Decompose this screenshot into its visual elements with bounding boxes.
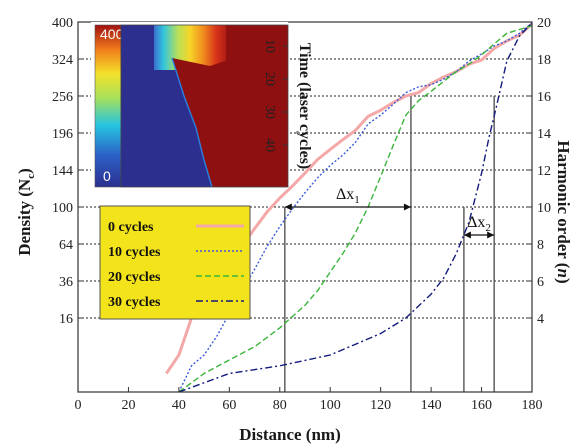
- y-tick-label: 256: [52, 90, 73, 105]
- x-tick-label: 40: [172, 398, 186, 413]
- x-tick-label: 120: [370, 398, 391, 413]
- inset-colorbar: [94, 24, 122, 188]
- x-axis-title: Distance (nm): [239, 425, 341, 444]
- y-tick-label: 144: [52, 164, 73, 179]
- series-line: [178, 25, 533, 393]
- y-tick-label: 16: [59, 312, 73, 327]
- guide-lines: [284, 96, 495, 392]
- x-tick-label: 0: [75, 398, 82, 413]
- y-axis-ticks: 16 36 64 100 144 196 256 324 400: [52, 16, 83, 327]
- x-tick-label: 140: [421, 398, 442, 413]
- x-tick-label: 100: [320, 398, 341, 413]
- y-axis-title: Density (Nc): [15, 168, 37, 256]
- legend: 0 cycles 10 cycles 20 cycles 30 cycles: [99, 205, 251, 320]
- y2-tick-label: 10: [537, 201, 551, 216]
- y-tick-label: 36: [59, 275, 73, 290]
- annotations-layer: Δx1 Δx2: [284, 186, 495, 239]
- y-tick-label: 324: [52, 53, 73, 68]
- y2-tick-label: 20: [537, 16, 551, 31]
- x-tick-label: 80: [273, 398, 287, 413]
- series-line: [178, 22, 533, 393]
- y2-tick-label: 8: [537, 238, 544, 253]
- legend-label: 10 cycles: [108, 245, 161, 260]
- annotation-arrowhead-left: [284, 203, 292, 211]
- y-tick-label: 400: [52, 16, 73, 31]
- y2-tick-label: 4: [537, 312, 544, 327]
- annotation-label: Δx2: [467, 214, 491, 234]
- legend-label: 30 cycles: [108, 295, 161, 310]
- inset-tick-label: 40: [262, 138, 277, 152]
- y-tick-label: 196: [52, 127, 73, 142]
- x-tick-label: 60: [222, 398, 236, 413]
- heatmap-front: [172, 58, 232, 187]
- inset-tick-label: 10: [262, 39, 277, 53]
- y2-tick-label: 18: [537, 53, 551, 68]
- annotation-arrowhead-left: [463, 231, 471, 239]
- y2-tick-label: 16: [537, 90, 551, 105]
- y2-tick-label: 12: [537, 164, 551, 179]
- inset-time-ticks: 10 20 30 40: [262, 39, 288, 152]
- colorbar-min-label: 0: [103, 168, 111, 184]
- x-axis-ticks: 0 20 40 60 80 100 120 140 160 180: [75, 387, 543, 413]
- x-tick-label: 20: [121, 398, 135, 413]
- y2-axis-ticks: 4 6 8 10 12 14 16 18 20: [527, 16, 551, 327]
- y-tick-label: 100: [52, 201, 73, 216]
- y2-tick-label: 6: [537, 275, 544, 290]
- y2-tick-label: 14: [537, 127, 551, 142]
- annotation-arrowhead-right: [403, 203, 411, 211]
- heatmap-front-edge: [171, 57, 213, 188]
- annotation-label: Δx1: [336, 186, 360, 206]
- inset-tick-label: 20: [262, 72, 277, 86]
- y-tick-label: 64: [59, 238, 73, 253]
- heatmap-high-region: [226, 25, 288, 187]
- series-line: [178, 22, 533, 393]
- legend-label: 0 cycles: [108, 220, 154, 235]
- inset-y-axis-title: Time (laser cycles): [296, 43, 313, 169]
- x-tick-label: 160: [471, 398, 492, 413]
- annotation-arrowhead-right: [487, 231, 495, 239]
- heatmap-frame: [120, 24, 289, 188]
- inset-heatmap: 400 0 10 20 30 40 Time (laser cycles): [91, 22, 313, 189]
- inset-tick-label: 30: [262, 105, 277, 119]
- y2-axis-title: Harmonic order (n): [554, 140, 573, 283]
- x-tick-label: 180: [522, 398, 543, 413]
- legend-label: 20 cycles: [108, 270, 161, 285]
- colorbar-max-label: 400: [100, 26, 124, 42]
